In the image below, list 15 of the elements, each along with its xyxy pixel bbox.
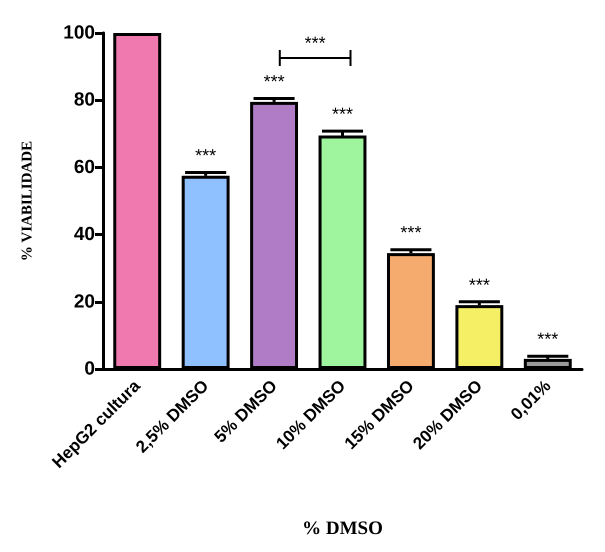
annotation: *** [468, 274, 490, 295]
y-tick-label: 60 [74, 156, 95, 178]
y-tick-label: 20 [74, 291, 95, 312]
y-tick-label: 100 [63, 22, 95, 44]
annotation: *** [195, 145, 216, 166]
y-tick-label: 40 [74, 224, 95, 246]
annotation: *** [537, 329, 558, 350]
annotation: *** [304, 33, 326, 53]
annotation: *** [332, 104, 354, 124]
annotation: *** [264, 72, 285, 92]
y-tick-label: 0 [84, 358, 95, 380]
y-tick-label: 80 [74, 90, 95, 111]
x-axis-title: % DMSO [302, 518, 383, 539]
y-axis-title: % VIABILIDADE [20, 140, 36, 262]
annotation: *** [400, 222, 422, 243]
